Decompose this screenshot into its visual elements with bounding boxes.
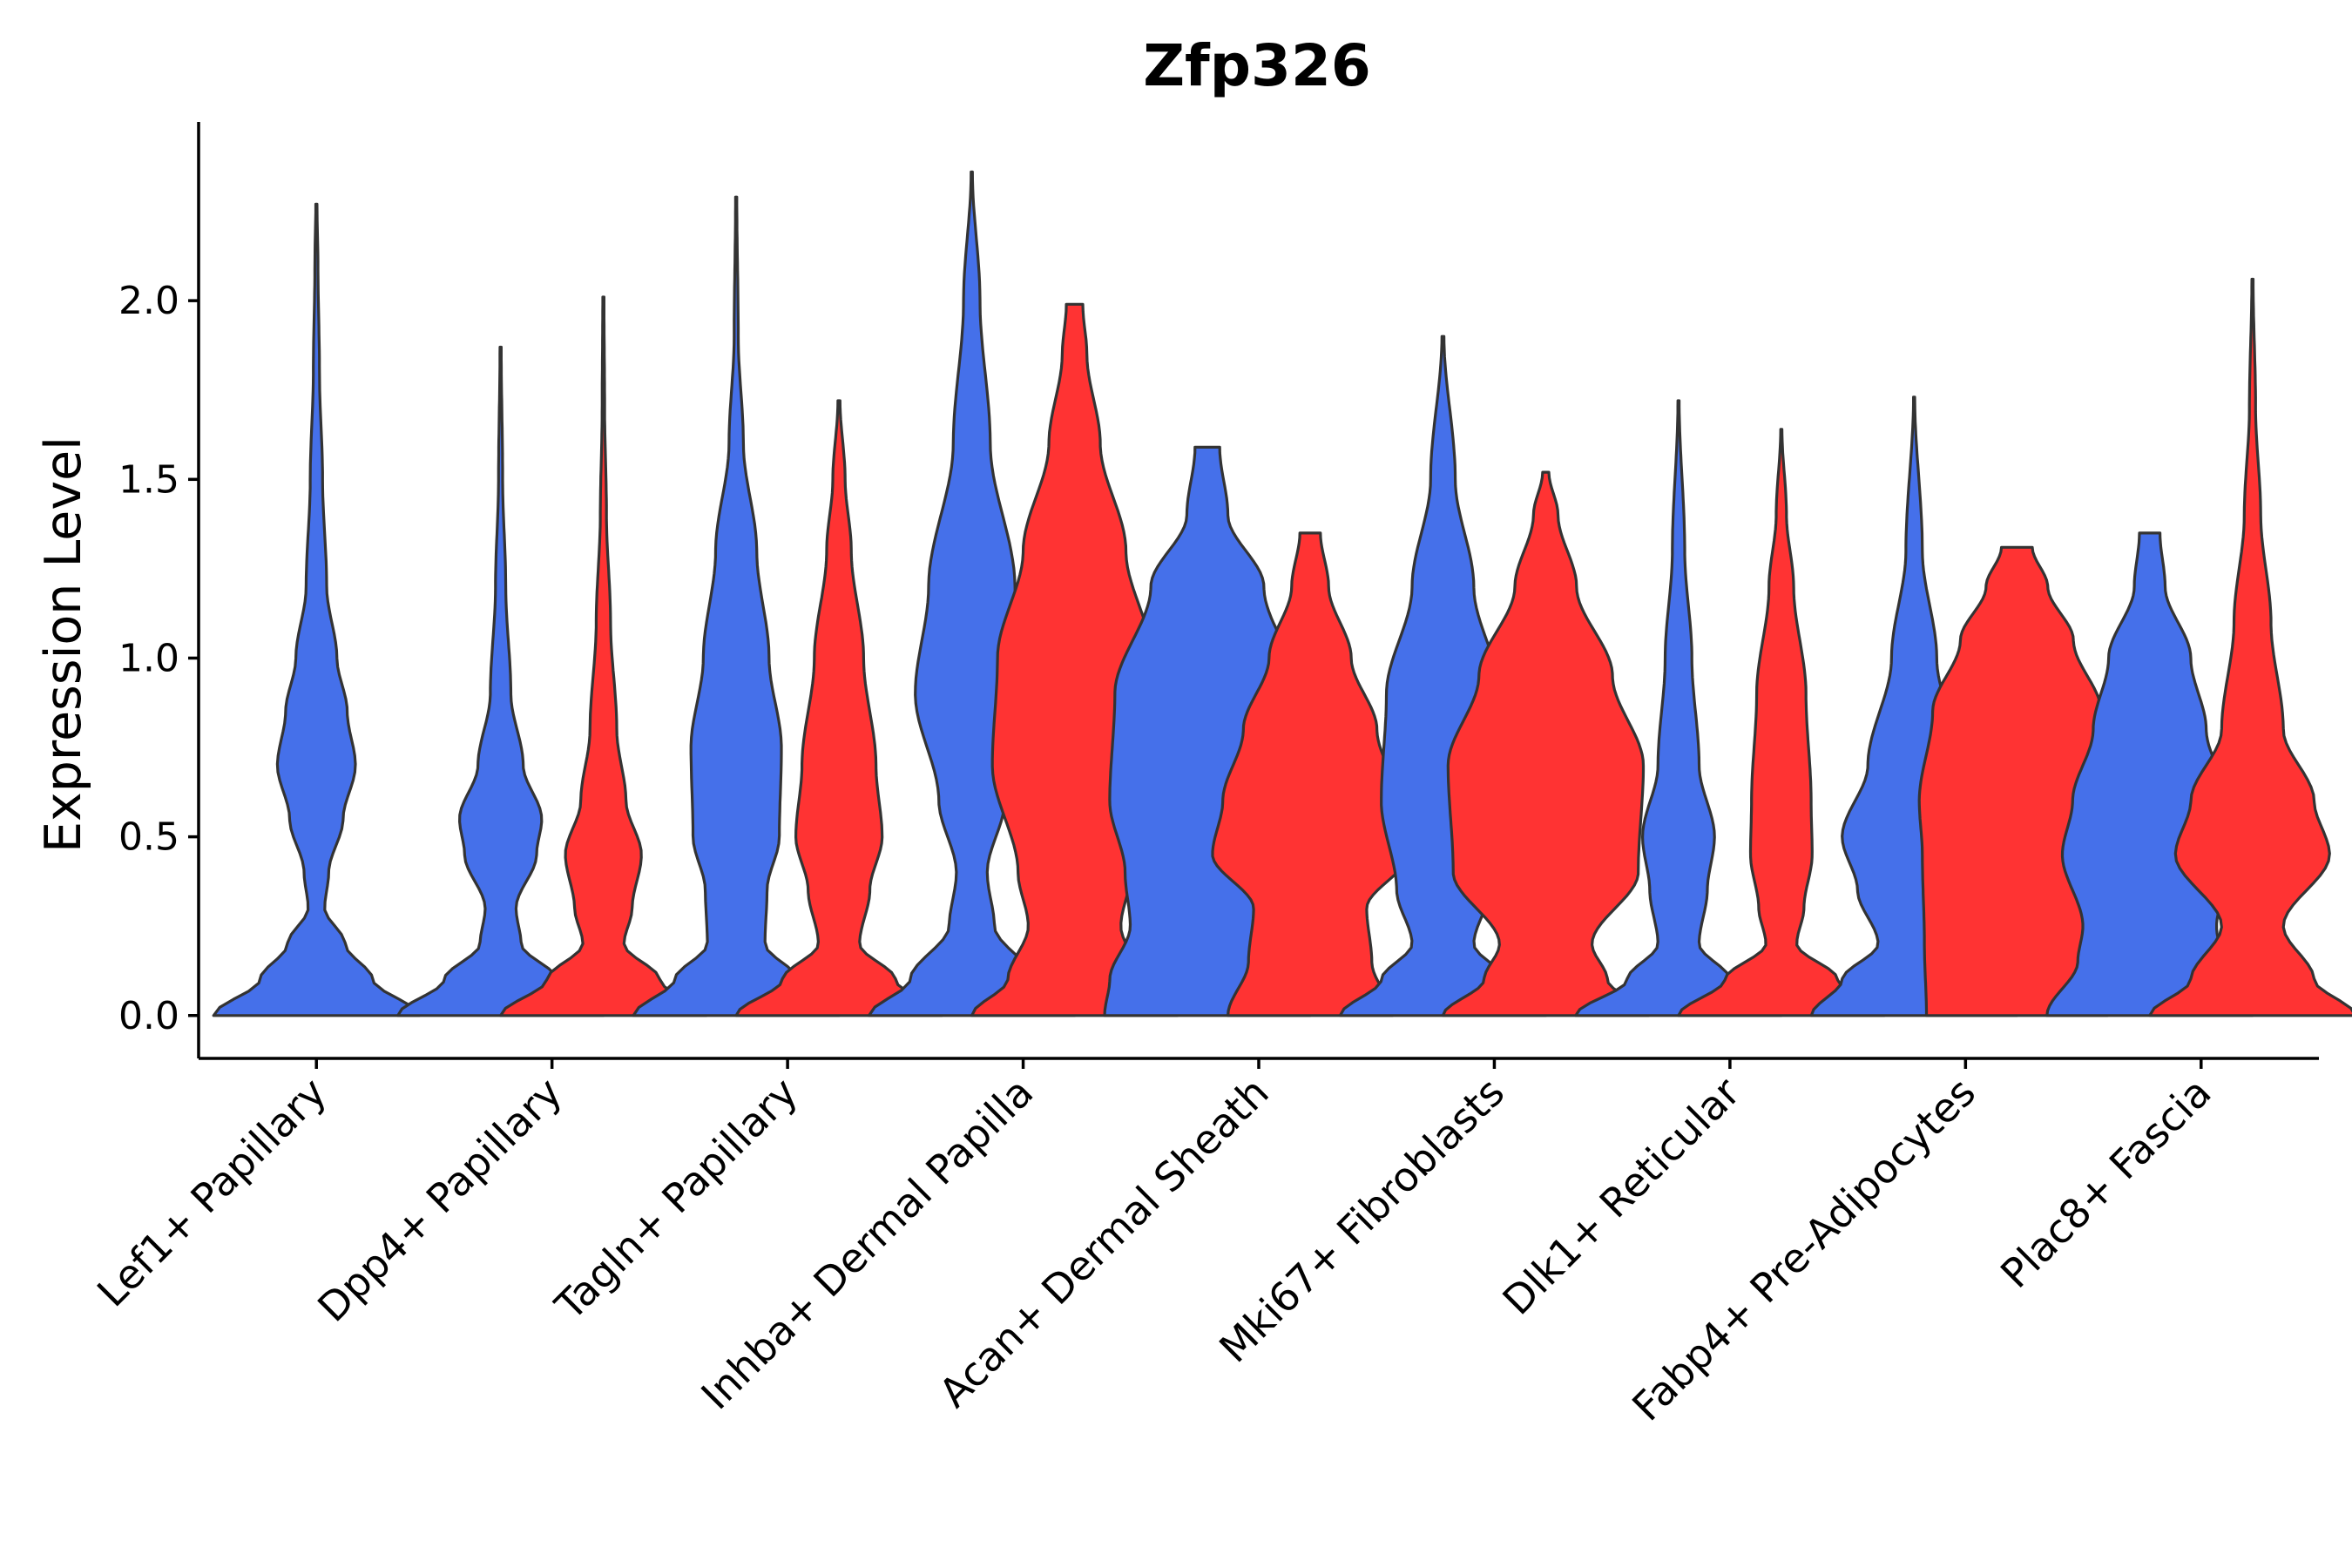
x-tick-label-plac8-fascia: Plac8+ Fascia — [1991, 1069, 2220, 1297]
violin-plac8-fascia-group-2 — [2148, 277, 2352, 1017]
violin-tagln-papillary-group-2 — [734, 399, 943, 1017]
violin-dpp4-papillary-group-2 — [499, 295, 708, 1017]
x-tick-label-lef1-papillary: Lef1+ Papillary — [88, 1069, 335, 1316]
y-tick-label: 0.5 — [118, 815, 179, 860]
y-tick-label: 1.5 — [118, 457, 179, 502]
violins-layer — [212, 170, 2352, 1017]
x-tick-label-dlk1-reticular: Dlk1+ Reticular — [1493, 1069, 1748, 1324]
violin-dlk1-reticular-group-2 — [1677, 428, 1886, 1017]
violin-tagln-papillary-group-1 — [632, 195, 841, 1017]
y-axis-label: Expression Level — [35, 436, 92, 853]
chart-title: Zfp326 — [1143, 32, 1371, 99]
x-tick-label-dpp4-papillary: Dpp4+ Papillary — [308, 1069, 571, 1331]
violin-mki67-fibroblasts-group-2 — [1441, 470, 1650, 1017]
y-tick-label: 1.0 — [118, 636, 179, 680]
violin-dpp4-papillary-group-1 — [396, 345, 605, 1017]
violin-dlk1-reticular-group-1 — [1574, 399, 1783, 1017]
y-tick-label: 2.0 — [118, 279, 179, 323]
y-tick-label: 0.0 — [118, 994, 179, 1038]
y-axis-ticks: 0.0 0.5 1.0 1.5 2.0 — [118, 279, 199, 1038]
violin-lef1-papillary-group-1 — [212, 202, 421, 1017]
x-tick-label-tagln-papillary: Tagln+ Papillary — [545, 1069, 807, 1330]
